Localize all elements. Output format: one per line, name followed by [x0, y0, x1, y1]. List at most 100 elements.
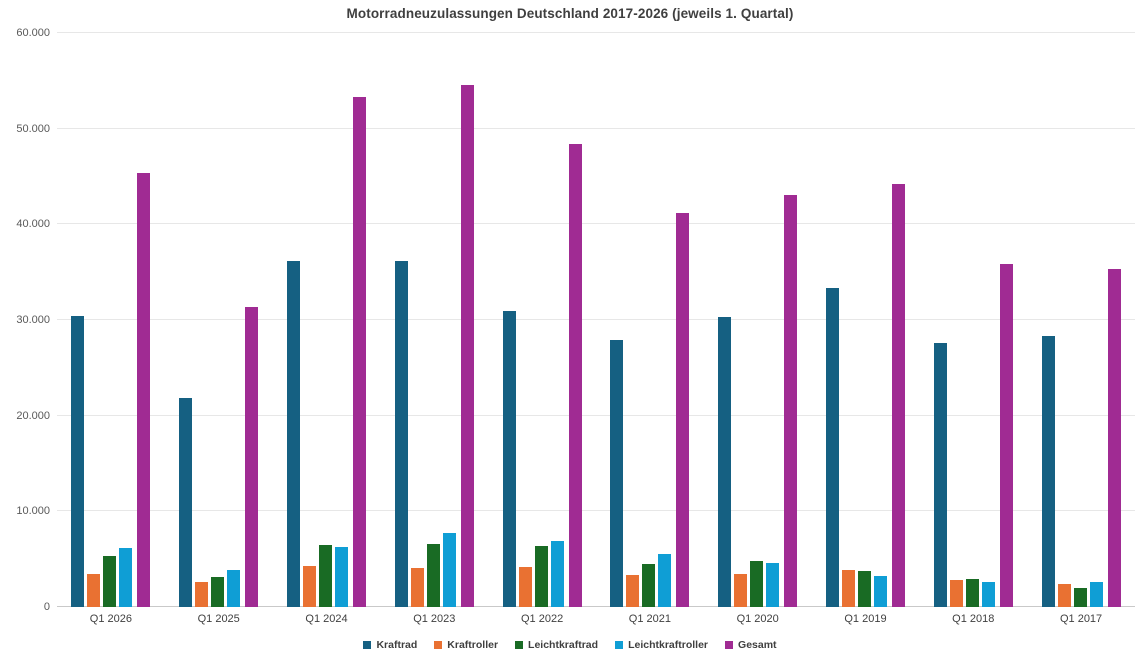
bar-leichtkraftroller-q1-2025	[227, 569, 241, 607]
bar-leichtkraftrad-q1-2023	[426, 543, 440, 607]
legend-swatch-icon	[615, 641, 624, 649]
bar-kraftrad-q1-2024	[286, 260, 300, 607]
bar-group-q1-2025	[165, 33, 273, 607]
x-tick-label: Q1 2024	[305, 613, 348, 625]
bar-leichtkraftrad-q1-2022	[534, 545, 548, 607]
bar-kraftroller-q1-2025	[195, 582, 209, 607]
bar-kraftroller-q1-2021	[626, 575, 640, 607]
bar-kraftroller-q1-2020	[734, 574, 748, 607]
bar-gesamt-q1-2025	[245, 306, 259, 607]
bar-leichtkraftroller-q1-2020	[766, 563, 780, 607]
bar-kraftroller-q1-2024	[302, 565, 316, 607]
bar-kraftrad-q1-2026	[71, 316, 85, 607]
gridline	[57, 510, 1135, 512]
bar-group-q1-2020	[704, 33, 812, 607]
legend: Kraftrad Kraftroller Leichtkraftrad Leichtk…	[0, 639, 1140, 651]
bar-group-q1-2017	[1027, 33, 1135, 607]
bar-leichtkraftrad-q1-2026	[103, 556, 117, 607]
bar-kraftrad-q1-2021	[610, 340, 624, 607]
bar-group-q1-2023	[380, 33, 488, 607]
gridline	[57, 127, 1135, 129]
bar-gesamt-q1-2023	[460, 84, 474, 607]
legend-item-leichtkraftroller: Leichtkraftroller	[615, 639, 708, 651]
gridline	[57, 223, 1135, 225]
bar-gesamt-q1-2019	[891, 184, 905, 607]
y-tick-label: 40.000	[16, 218, 50, 231]
legend-swatch-icon	[363, 641, 372, 649]
y-tick-label: 0	[43, 601, 50, 613]
bar-leichtkraftrad-q1-2025	[211, 577, 225, 607]
bar-gesamt-q1-2026	[137, 172, 151, 607]
bar-leichtkraftroller-q1-2018	[981, 582, 995, 607]
legend-swatch-icon	[725, 641, 734, 649]
bar-leichtkraftrad-q1-2018	[965, 579, 979, 607]
y-tick-label: 20.000	[16, 409, 50, 422]
x-tick-label: Q1 2026	[89, 613, 132, 625]
x-tick-label: Q1 2023	[413, 613, 456, 625]
bar-leichtkraftrad-q1-2020	[750, 561, 764, 607]
legend-label: Kraftrad	[376, 639, 418, 651]
gridline	[57, 32, 1135, 33]
legend-label: Gesamt	[738, 639, 777, 651]
bar-kraftrad-q1-2019	[825, 288, 839, 607]
bar-gesamt-q1-2024	[352, 97, 366, 607]
bar-kraftrad-q1-2018	[933, 342, 947, 607]
plot-area	[57, 32, 1135, 607]
legend-item-leichtkraftrad: Leichtkraftrad	[515, 639, 598, 651]
bar-gesamt-q1-2020	[784, 194, 798, 607]
bar-kraftroller-q1-2018	[949, 580, 963, 607]
bar-kraftrad-q1-2023	[394, 260, 408, 607]
legend-label: Leichtkraftrad	[528, 639, 599, 651]
gridline	[57, 414, 1135, 416]
x-tick-label: Q1 2017	[1059, 613, 1103, 625]
bar-kraftroller-q1-2019	[841, 569, 855, 607]
bar-group-q1-2022	[488, 33, 596, 607]
bar-gesamt-q1-2017	[1107, 269, 1121, 607]
x-axis-labels: Q1 2026 Q1 2025 Q1 2024 Q1 2023 Q1 2022 Q1 20…	[57, 613, 1135, 625]
x-tick-label: Q1 2025	[197, 613, 240, 625]
y-tick-label: 50.000	[16, 122, 50, 135]
bar-groups	[57, 33, 1135, 607]
bar-group-q1-2018	[919, 33, 1027, 607]
bar-leichtkraftroller-q1-2023	[442, 533, 456, 607]
bar-leichtkraftroller-q1-2019	[873, 576, 887, 607]
bar-leichtkraftrad-q1-2021	[642, 563, 656, 607]
bar-leichtkraftroller-q1-2026	[119, 547, 133, 607]
legend-swatch-icon	[434, 641, 443, 649]
bar-gesamt-q1-2018	[999, 263, 1013, 607]
legend-item-kraftroller: Kraftroller	[434, 639, 498, 651]
bar-kraftrad-q1-2025	[179, 398, 193, 607]
bar-leichtkraftroller-q1-2022	[550, 541, 564, 607]
x-tick-label: Q1 2019	[844, 613, 887, 625]
bar-kraftroller-q1-2022	[518, 566, 532, 607]
bar-leichtkraftroller-q1-2024	[334, 546, 348, 607]
y-tick-label: 30.000	[16, 314, 50, 326]
bar-leichtkraftroller-q1-2017	[1089, 582, 1103, 607]
x-tick-label: Q1 2021	[628, 613, 671, 625]
bar-gesamt-q1-2022	[568, 143, 582, 607]
bar-group-q1-2024	[273, 33, 381, 607]
bar-group-q1-2021	[596, 33, 704, 607]
y-tick-label: 10.000	[16, 505, 50, 518]
bar-kraftroller-q1-2017	[1057, 584, 1071, 607]
gridline	[57, 319, 1135, 320]
bar-kraftrad-q1-2022	[502, 311, 516, 607]
bar-kraftroller-q1-2023	[410, 567, 424, 607]
legend-item-gesamt: Gesamt	[725, 639, 777, 651]
bar-leichtkraftrad-q1-2024	[318, 544, 332, 607]
x-axis-line	[57, 606, 1135, 607]
bar-leichtkraftroller-q1-2021	[658, 554, 672, 607]
legend-label: Leichtkraftroller	[628, 639, 709, 651]
bar-group-q1-2026	[57, 33, 165, 607]
legend-swatch-icon	[515, 641, 524, 649]
bar-leichtkraftrad-q1-2017	[1073, 587, 1087, 607]
bar-gesamt-q1-2021	[676, 212, 690, 607]
bar-group-q1-2019	[812, 33, 920, 607]
legend-item-kraftrad: Kraftrad	[363, 639, 417, 651]
x-tick-label: Q1 2020	[736, 613, 779, 625]
x-tick-label: Q1 2018	[952, 613, 995, 625]
legend-label: Kraftroller	[447, 639, 499, 651]
bar-kraftroller-q1-2026	[87, 573, 101, 607]
y-tick-label: 60.000	[16, 27, 50, 39]
